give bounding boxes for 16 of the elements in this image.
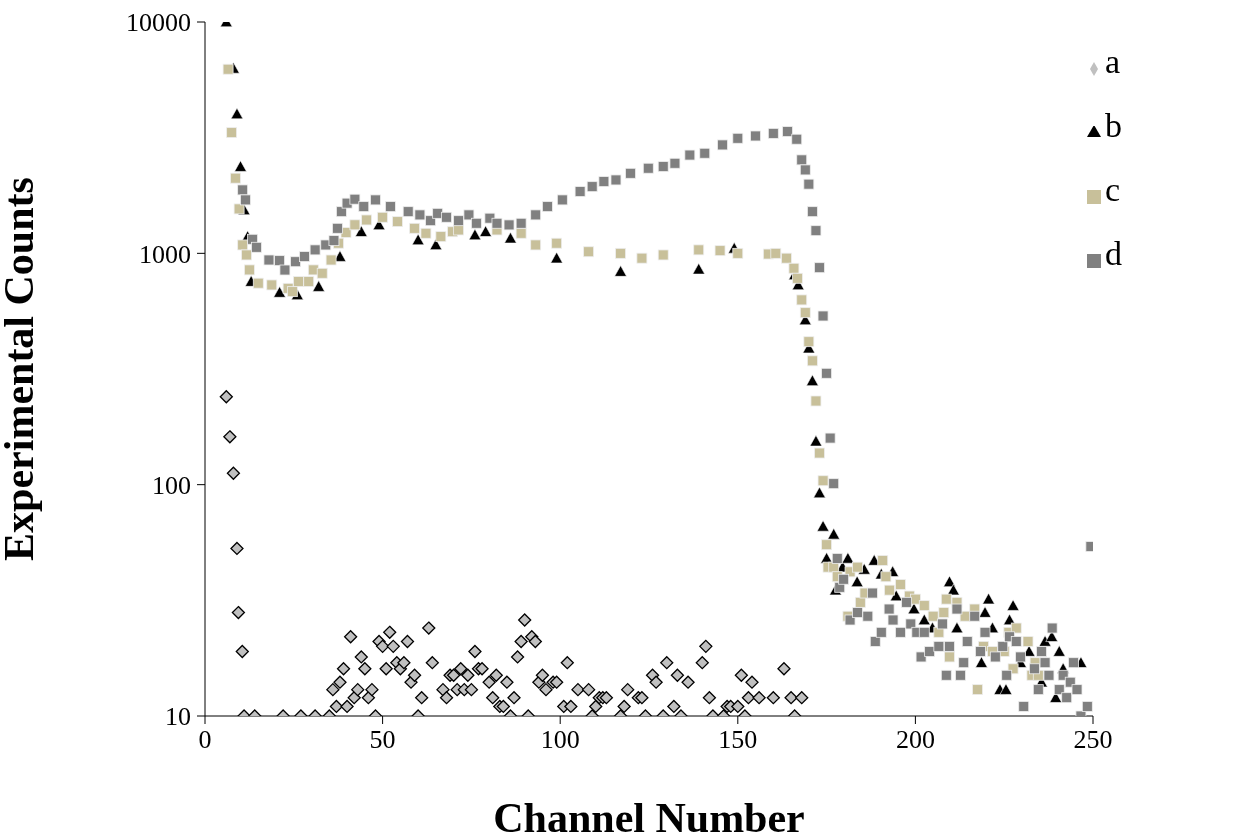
legend-label: d bbox=[1105, 235, 1122, 272]
y-axis-title: Experimental Counts bbox=[0, 177, 42, 561]
y-tick-label: 100 bbox=[152, 470, 191, 500]
x-tick-label: 150 bbox=[718, 725, 758, 755]
x-axis-title: Channel Number bbox=[493, 795, 805, 834]
x-tick-label: 100 bbox=[540, 725, 580, 755]
legend-label: b bbox=[1105, 107, 1122, 144]
x-tick-label: 250 bbox=[1073, 725, 1113, 755]
y-tick-label: 10000 bbox=[126, 8, 191, 38]
x-tick-label: 200 bbox=[895, 725, 935, 755]
x-tick-label: 50 bbox=[369, 725, 396, 755]
legend-label: a bbox=[1105, 43, 1121, 80]
y-tick-label: 1000 bbox=[139, 239, 191, 269]
x-tick-label: 0 bbox=[198, 725, 212, 755]
legend-label: c bbox=[1105, 171, 1121, 208]
y-tick-label: 10 bbox=[165, 702, 191, 732]
